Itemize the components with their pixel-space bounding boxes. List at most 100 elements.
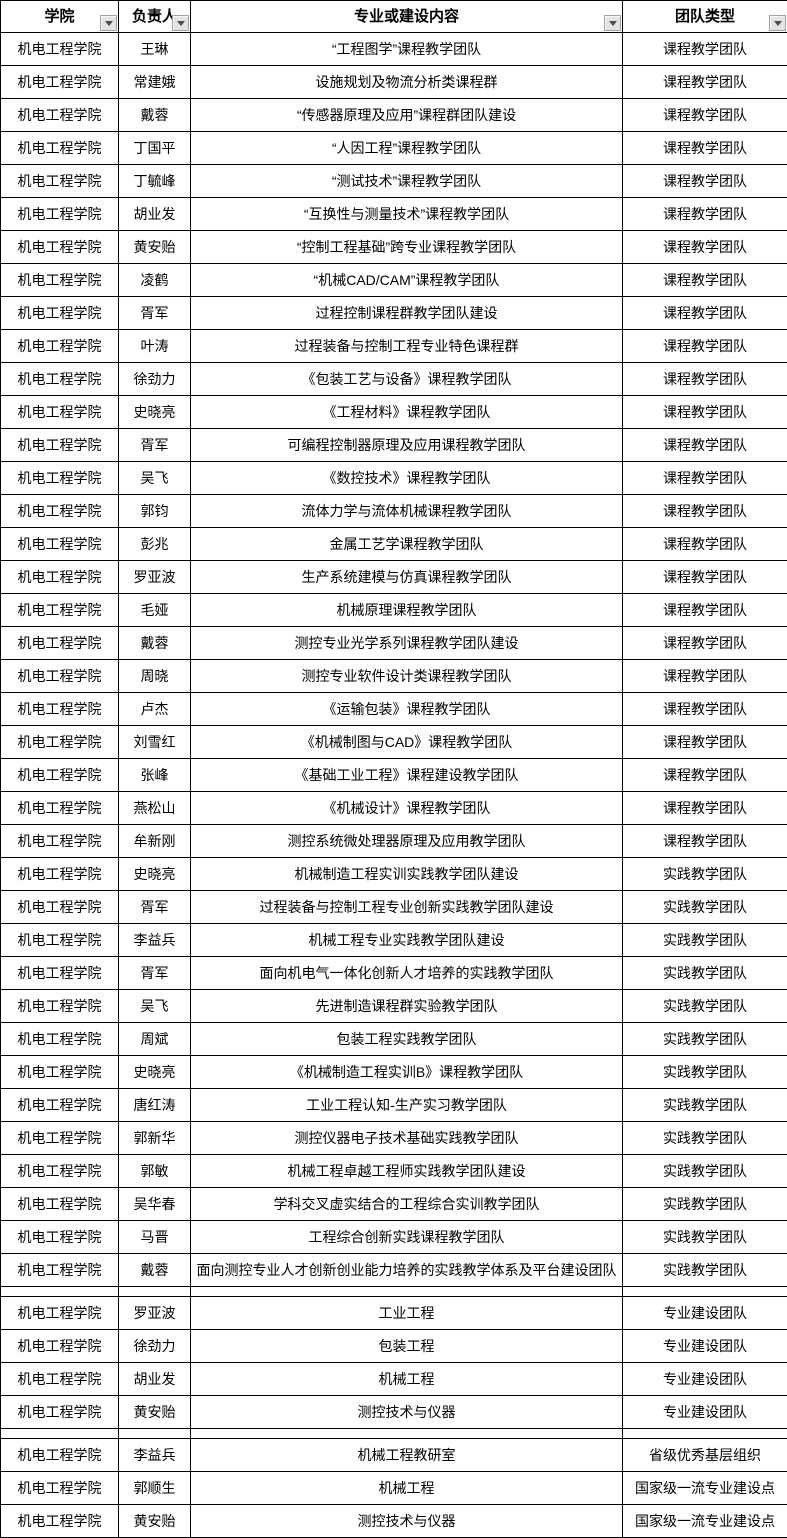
leader-cell[interactable]: 吴飞 <box>119 990 191 1023</box>
college-cell[interactable]: 机电工程学院 <box>1 1155 119 1188</box>
leader-cell[interactable]: 毛娅 <box>119 594 191 627</box>
content-cell[interactable]: 金属工艺学课程教学团队 <box>191 528 623 561</box>
type-cell[interactable]: 课程教学团队 <box>623 363 787 396</box>
college-cell[interactable]: 机电工程学院 <box>1 132 119 165</box>
column-header-college[interactable]: 学院 <box>1 1 119 33</box>
type-cell[interactable]: 课程教学团队 <box>623 33 787 66</box>
type-cell[interactable]: 课程教学团队 <box>623 297 787 330</box>
leader-cell[interactable]: 李益兵 <box>119 924 191 957</box>
leader-cell[interactable]: 胥军 <box>119 429 191 462</box>
college-cell[interactable]: 机电工程学院 <box>1 528 119 561</box>
content-cell[interactable]: “机械CAD/CAM”课程教学团队 <box>191 264 623 297</box>
content-cell[interactable]: 过程装备与控制工程专业特色课程群 <box>191 330 623 363</box>
type-cell[interactable]: 课程教学团队 <box>623 231 787 264</box>
type-cell[interactable]: 专业建设团队 <box>623 1363 787 1396</box>
college-cell[interactable]: 机电工程学院 <box>1 33 119 66</box>
content-cell[interactable]: “人因工程”课程教学团队 <box>191 132 623 165</box>
leader-cell[interactable]: 罗亚波 <box>119 561 191 594</box>
column-header-content[interactable]: 专业或建设内容 <box>191 1 623 33</box>
leader-cell[interactable]: 丁毓峰 <box>119 165 191 198</box>
content-cell[interactable]: 机械原理课程教学团队 <box>191 594 623 627</box>
content-cell[interactable]: 学科交叉虚实结合的工程综合实训教学团队 <box>191 1188 623 1221</box>
content-cell[interactable]: 面向机电气一体化创新人才培养的实践教学团队 <box>191 957 623 990</box>
leader-cell[interactable]: 刘雪红 <box>119 726 191 759</box>
leader-cell[interactable]: 周晓 <box>119 660 191 693</box>
college-cell[interactable]: 机电工程学院 <box>1 924 119 957</box>
type-cell[interactable]: 实践教学团队 <box>623 1089 787 1122</box>
filter-dropdown-button[interactable] <box>172 15 189 31</box>
content-cell[interactable]: 过程装备与控制工程专业创新实践教学团队建设 <box>191 891 623 924</box>
type-cell[interactable]: 实践教学团队 <box>623 990 787 1023</box>
type-cell[interactable]: 课程教学团队 <box>623 132 787 165</box>
type-cell[interactable]: 实践教学团队 <box>623 1254 787 1287</box>
content-cell[interactable]: 《包装工艺与设备》课程教学团队 <box>191 363 623 396</box>
content-cell[interactable]: “测试技术”课程教学团队 <box>191 165 623 198</box>
column-header-leader[interactable]: 负责人 <box>119 1 191 33</box>
content-cell[interactable]: 可编程控制器原理及应用课程教学团队 <box>191 429 623 462</box>
leader-cell[interactable]: 胡业发 <box>119 1363 191 1396</box>
content-cell[interactable]: 机械工程专业实践教学团队建设 <box>191 924 623 957</box>
college-cell[interactable]: 机电工程学院 <box>1 363 119 396</box>
content-cell[interactable]: 测控技术与仪器 <box>191 1505 623 1538</box>
leader-cell[interactable]: 李益兵 <box>119 1439 191 1472</box>
content-cell[interactable]: 《数控技术》课程教学团队 <box>191 462 623 495</box>
content-cell[interactable]: 测控专业光学系列课程教学团队建设 <box>191 627 623 660</box>
leader-cell[interactable]: 郭顺生 <box>119 1472 191 1505</box>
college-cell[interactable]: 机电工程学院 <box>1 990 119 1023</box>
content-cell[interactable]: “传感器原理及应用”课程群团队建设 <box>191 99 623 132</box>
leader-cell[interactable]: 吴飞 <box>119 462 191 495</box>
type-cell[interactable]: 国家级一流专业建设点 <box>623 1505 787 1538</box>
college-cell[interactable]: 机电工程学院 <box>1 1439 119 1472</box>
content-cell[interactable]: 测控仪器电子技术基础实践教学团队 <box>191 1122 623 1155</box>
type-cell[interactable]: 实践教学团队 <box>623 1155 787 1188</box>
content-cell[interactable]: 《运输包装》课程教学团队 <box>191 693 623 726</box>
filter-dropdown-button[interactable] <box>769 15 786 31</box>
type-cell[interactable]: 实践教学团队 <box>623 957 787 990</box>
content-cell[interactable]: 机械制造工程实训实践教学团队建设 <box>191 858 623 891</box>
content-cell[interactable]: 《机械制造工程实训B》课程教学团队 <box>191 1056 623 1089</box>
content-cell[interactable]: 工业工程 <box>191 1297 623 1330</box>
type-cell[interactable]: 课程教学团队 <box>623 726 787 759</box>
leader-cell[interactable]: 常建娥 <box>119 66 191 99</box>
type-cell[interactable]: 课程教学团队 <box>623 396 787 429</box>
college-cell[interactable]: 机电工程学院 <box>1 627 119 660</box>
leader-cell[interactable]: 郭敏 <box>119 1155 191 1188</box>
leader-cell[interactable]: 丁国平 <box>119 132 191 165</box>
college-cell[interactable]: 机电工程学院 <box>1 99 119 132</box>
type-cell[interactable]: 课程教学团队 <box>623 198 787 231</box>
college-cell[interactable]: 机电工程学院 <box>1 1297 119 1330</box>
college-cell[interactable]: 机电工程学院 <box>1 297 119 330</box>
type-cell[interactable]: 实践教学团队 <box>623 924 787 957</box>
leader-cell[interactable]: 张峰 <box>119 759 191 792</box>
type-cell[interactable]: 课程教学团队 <box>623 792 787 825</box>
leader-cell[interactable]: 史晓亮 <box>119 396 191 429</box>
type-cell[interactable]: 专业建设团队 <box>623 1330 787 1363</box>
content-cell[interactable]: 《机械设计》课程教学团队 <box>191 792 623 825</box>
content-cell[interactable]: 流体力学与流体机械课程教学团队 <box>191 495 623 528</box>
content-cell[interactable]: “工程图学”课程教学团队 <box>191 33 623 66</box>
college-cell[interactable]: 机电工程学院 <box>1 561 119 594</box>
type-cell[interactable]: 课程教学团队 <box>623 99 787 132</box>
column-header-type[interactable]: 团队类型 <box>623 1 787 33</box>
leader-cell[interactable]: 史晓亮 <box>119 1056 191 1089</box>
college-cell[interactable]: 机电工程学院 <box>1 1363 119 1396</box>
leader-cell[interactable]: 马晋 <box>119 1221 191 1254</box>
content-cell[interactable]: 《工程材料》课程教学团队 <box>191 396 623 429</box>
leader-cell[interactable]: 戴蓉 <box>119 627 191 660</box>
leader-cell[interactable]: 胡业发 <box>119 198 191 231</box>
content-cell[interactable]: 生产系统建模与仿真课程教学团队 <box>191 561 623 594</box>
type-cell[interactable]: 课程教学团队 <box>623 594 787 627</box>
content-cell[interactable]: 测控技术与仪器 <box>191 1396 623 1429</box>
college-cell[interactable]: 机电工程学院 <box>1 1330 119 1363</box>
college-cell[interactable]: 机电工程学院 <box>1 660 119 693</box>
type-cell[interactable]: 课程教学团队 <box>623 660 787 693</box>
type-cell[interactable]: 实践教学团队 <box>623 1122 787 1155</box>
leader-cell[interactable]: 燕松山 <box>119 792 191 825</box>
filter-dropdown-button[interactable] <box>100 15 117 31</box>
college-cell[interactable]: 机电工程学院 <box>1 264 119 297</box>
college-cell[interactable]: 机电工程学院 <box>1 396 119 429</box>
type-cell[interactable]: 课程教学团队 <box>623 627 787 660</box>
college-cell[interactable]: 机电工程学院 <box>1 1023 119 1056</box>
type-cell[interactable]: 课程教学团队 <box>623 528 787 561</box>
type-cell[interactable]: 实践教学团队 <box>623 1056 787 1089</box>
